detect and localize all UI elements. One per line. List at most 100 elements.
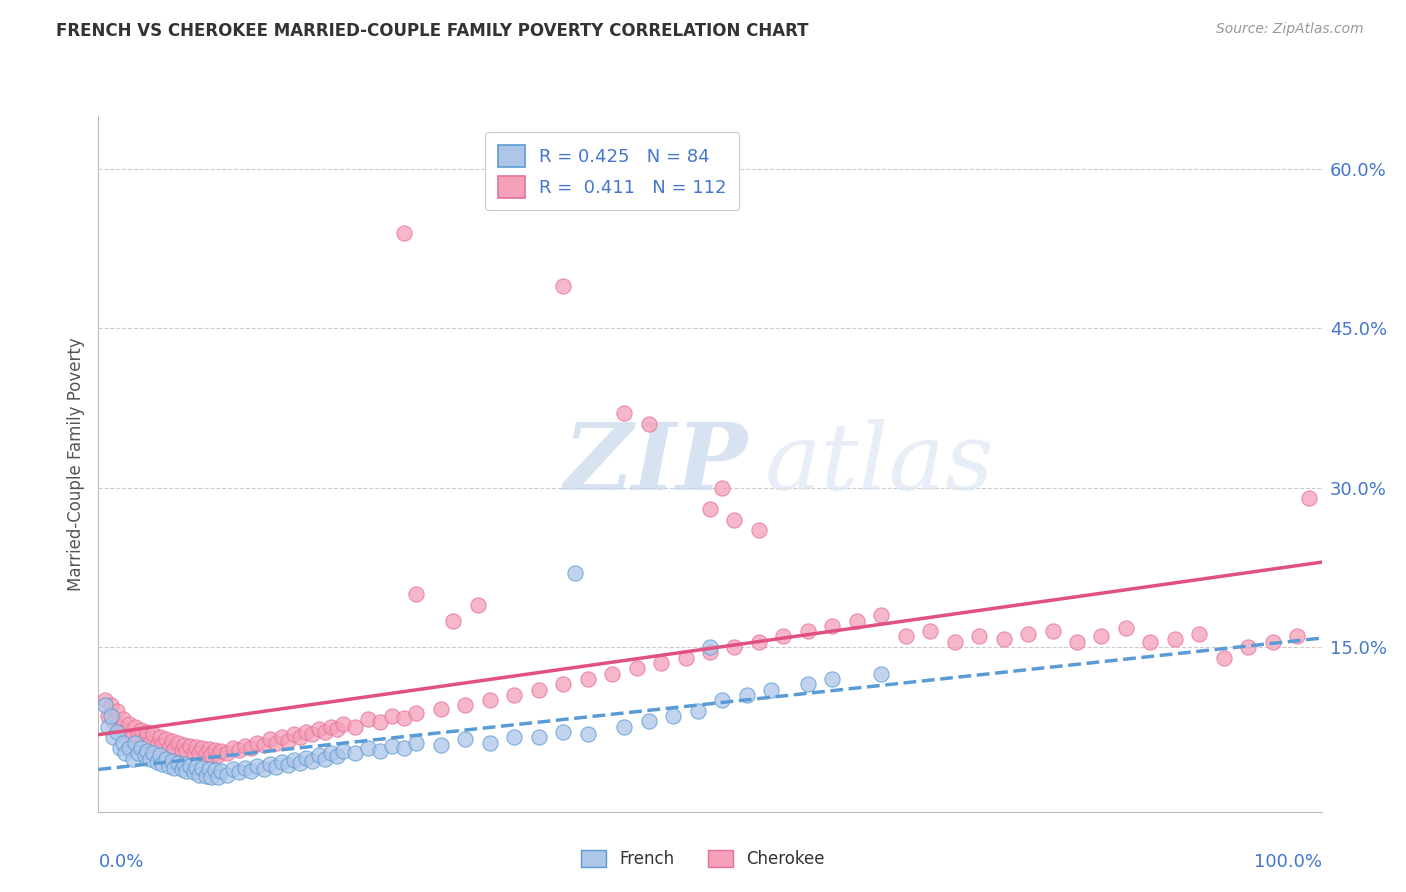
Point <box>772 630 794 644</box>
Point <box>405 736 427 750</box>
Point <box>392 226 416 240</box>
Point <box>93 693 115 707</box>
Point <box>564 566 586 580</box>
Point <box>478 693 501 707</box>
Point <box>204 764 226 778</box>
Point <box>197 762 219 776</box>
Point <box>183 765 205 780</box>
Point <box>1042 624 1064 639</box>
Point <box>176 744 198 758</box>
Point <box>160 754 183 768</box>
Point <box>270 755 294 769</box>
Point <box>187 747 209 761</box>
Point <box>821 619 844 633</box>
Point <box>114 747 136 761</box>
Point <box>195 747 218 762</box>
Point <box>326 722 349 736</box>
Point <box>155 732 177 747</box>
Point <box>1261 634 1284 648</box>
Point <box>93 698 115 713</box>
Point <box>101 731 124 745</box>
Point <box>845 614 868 628</box>
Point <box>246 759 269 773</box>
Point <box>735 688 758 702</box>
Point <box>920 624 942 639</box>
Point <box>662 709 685 723</box>
Point <box>195 769 218 783</box>
Point <box>600 666 623 681</box>
Point <box>344 720 367 734</box>
Point <box>167 736 190 750</box>
Point <box>215 767 238 781</box>
Point <box>129 741 152 756</box>
Point <box>723 640 745 654</box>
Point <box>454 732 477 747</box>
Point <box>264 760 287 774</box>
Point <box>368 744 391 758</box>
Point <box>503 688 526 702</box>
Point <box>1298 491 1320 506</box>
Point <box>332 744 354 758</box>
Point <box>252 762 274 776</box>
Point <box>259 732 281 747</box>
Point <box>314 725 336 739</box>
Point <box>711 693 734 707</box>
Point <box>699 645 721 659</box>
Point <box>200 748 222 763</box>
Point <box>993 632 1015 646</box>
Point <box>1164 632 1187 646</box>
Point <box>699 502 721 516</box>
Point <box>270 731 294 745</box>
Point <box>1139 634 1161 648</box>
Point <box>1090 630 1112 644</box>
Point <box>157 759 180 773</box>
Point <box>207 748 229 763</box>
Point <box>748 523 770 537</box>
Text: atlas: atlas <box>765 419 994 508</box>
Point <box>503 731 526 745</box>
Point <box>240 741 263 756</box>
Point <box>381 709 404 723</box>
Point <box>222 762 245 776</box>
Point <box>711 481 734 495</box>
Point <box>1188 627 1211 641</box>
Text: FRENCH VS CHEROKEE MARRIED-COUPLE FAMILY POVERTY CORRELATION CHART: FRENCH VS CHEROKEE MARRIED-COUPLE FAMILY… <box>56 22 808 40</box>
Point <box>576 727 599 741</box>
Point <box>1066 634 1088 648</box>
Point <box>1212 650 1234 665</box>
Point <box>207 770 229 784</box>
Point <box>118 741 141 756</box>
Point <box>191 761 214 775</box>
Point <box>179 759 201 773</box>
Point <box>553 677 575 691</box>
Point <box>139 736 162 750</box>
Point <box>699 640 721 654</box>
Point <box>134 732 156 747</box>
Point <box>405 587 427 601</box>
Point <box>170 743 193 757</box>
Point <box>100 709 122 723</box>
Point <box>228 765 250 780</box>
Point <box>252 738 274 752</box>
Point <box>186 739 208 754</box>
Point <box>283 753 305 767</box>
Point <box>319 747 342 761</box>
Point <box>797 677 820 691</box>
Point <box>527 682 550 697</box>
Point <box>308 748 330 763</box>
Point <box>430 701 453 715</box>
Point <box>576 672 599 686</box>
Point <box>264 736 287 750</box>
Point <box>332 716 354 731</box>
Legend: French, Cherokee: French, Cherokee <box>575 843 831 875</box>
Point <box>127 727 149 741</box>
Text: 0.0%: 0.0% <box>98 854 143 871</box>
Point <box>761 682 783 697</box>
Point <box>124 736 146 750</box>
Point <box>142 747 165 761</box>
Point <box>797 624 820 639</box>
Text: ZIP: ZIP <box>564 419 748 508</box>
Point <box>155 751 177 765</box>
Point <box>114 725 136 739</box>
Point <box>821 672 844 686</box>
